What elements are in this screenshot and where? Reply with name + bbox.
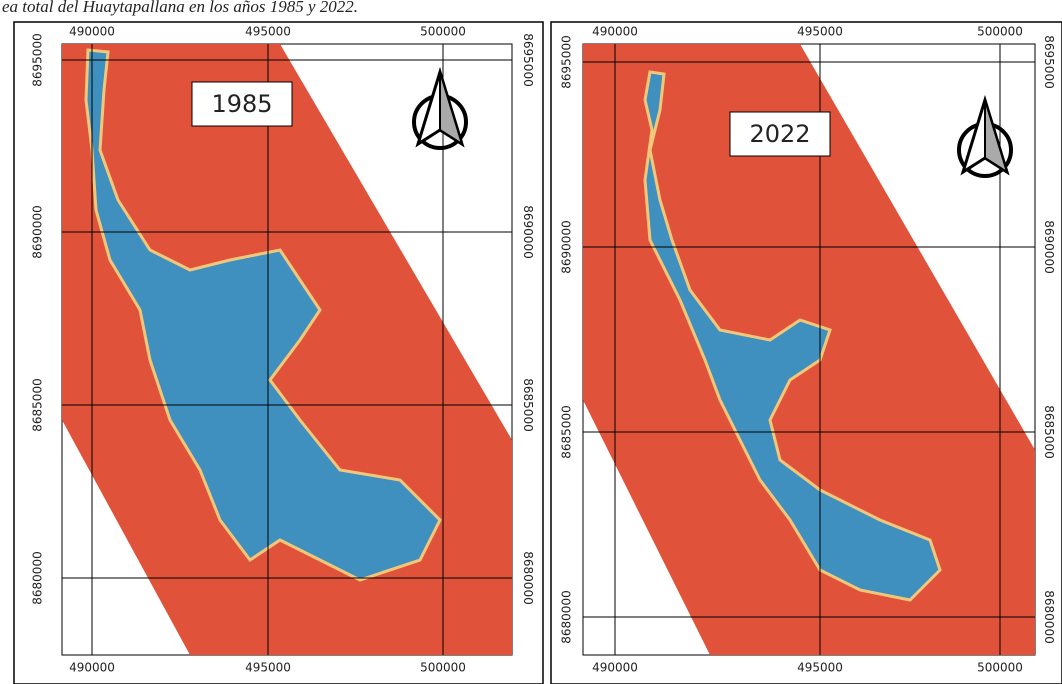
y-coord-label: 8680000 [521, 551, 535, 604]
caption: ea total del Huaytapallana en los años 1… [2, 0, 358, 16]
y-coord-label: 8690000 [31, 205, 45, 258]
x-coord-label: 490000 [69, 661, 115, 675]
figure: ea total del Huaytapallana en los años 1… [0, 0, 1062, 684]
y-coord-label: 8695000 [1042, 35, 1056, 88]
y-coord-label: 8685000 [1042, 405, 1056, 458]
y-coord-label: 8695000 [521, 33, 535, 86]
year-label: 1985 [211, 90, 272, 118]
x-coord-label: 490000 [69, 25, 115, 39]
y-coord-label: 8685000 [521, 378, 535, 431]
y-coord-label: 8685000 [31, 378, 45, 431]
x-coord-label: 500000 [420, 25, 466, 39]
y-coord-label: 8690000 [1042, 220, 1056, 273]
x-coord-label: 495000 [797, 661, 843, 675]
x-coord-label: 500000 [977, 661, 1023, 675]
x-coord-label: 490000 [592, 25, 638, 39]
y-coord-label: 8680000 [560, 590, 574, 643]
y-coord-label: 8690000 [521, 205, 535, 258]
y-coord-label: 8695000 [31, 33, 45, 86]
y-coord-label: 8695000 [560, 35, 574, 88]
x-coord-label: 495000 [245, 661, 291, 675]
y-coord-label: 8680000 [31, 551, 45, 604]
x-coord-label: 495000 [245, 25, 291, 39]
x-coord-label: 495000 [797, 25, 843, 39]
y-coord-label: 8690000 [560, 220, 574, 273]
x-coord-label: 500000 [977, 25, 1023, 39]
x-coord-label: 500000 [420, 661, 466, 675]
y-coord-label: 8680000 [1042, 590, 1056, 643]
y-coord-label: 8685000 [560, 405, 574, 458]
year-label: 2022 [749, 120, 810, 148]
x-coord-label: 490000 [592, 661, 638, 675]
